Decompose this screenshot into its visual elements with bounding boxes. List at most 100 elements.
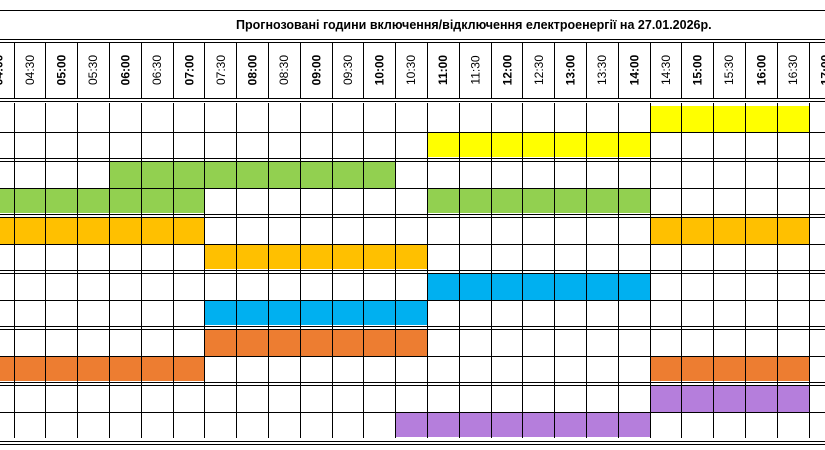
hour-column-line: [491, 103, 492, 438]
half-hour-column-line: [14, 103, 15, 438]
half-hour-column-line: [395, 103, 396, 438]
half-hour-column-line: [77, 103, 78, 438]
frame-bottom-line: [0, 441, 825, 442]
time-slot-text: 06:00: [118, 54, 133, 86]
time-slot-text: 13:00: [563, 54, 578, 86]
time-slot-text: 11:30: [468, 55, 483, 85]
time-slot-text: 10:00: [372, 54, 387, 86]
hour-column-line: [45, 103, 46, 438]
time-slot-text: 09:30: [340, 54, 355, 86]
header-column-line: [300, 42, 301, 98]
header-column-line: [459, 42, 460, 98]
time-slot-text: 08:00: [245, 54, 260, 86]
outage-cell: [427, 187, 650, 213]
frame-top-line: [0, 10, 825, 11]
group-separator-line: [0, 270, 825, 271]
half-hour-column-line: [459, 103, 460, 438]
hour-column-line: [554, 103, 555, 438]
time-slot-text: 15:30: [722, 54, 737, 86]
time-slot-label: 10:00: [364, 44, 396, 96]
group-separator-line: [0, 214, 825, 215]
time-slot-label: 06:30: [141, 44, 173, 96]
header-column-line: [14, 42, 15, 98]
time-slot-text: 04:30: [22, 54, 37, 86]
header-column-line: [522, 42, 523, 98]
header-column-line: [236, 42, 237, 98]
time-slot-label: 11:30: [459, 44, 491, 96]
header-column-line: [77, 42, 78, 98]
header-column-line: [332, 42, 333, 98]
header-bottom-double-line: [0, 101, 825, 102]
time-slot-label: 11:00: [427, 44, 459, 96]
hour-column-line: [427, 103, 428, 438]
group-separator-line: [0, 329, 825, 330]
time-slot-label: 15:30: [714, 44, 746, 96]
outage-cell: [650, 218, 809, 244]
header-column-line: [586, 42, 587, 98]
time-slot-text: 09:00: [309, 54, 324, 86]
header-column-line: [427, 42, 428, 98]
hour-column-line: [681, 103, 682, 438]
schedule-title-row: Прогнозовані години включення/відключенн…: [0, 13, 825, 37]
half-hour-column-line: [204, 103, 205, 438]
half-hour-column-line: [332, 103, 333, 438]
time-slot-text: 14:00: [627, 54, 642, 86]
time-slot-label: 09:00: [300, 44, 332, 96]
time-slot-text: 16:30: [786, 54, 801, 86]
header-column-line: [109, 42, 110, 98]
hour-column-line: [618, 103, 619, 438]
time-slot-text: 06:30: [150, 54, 165, 86]
time-slot-label: 16:00: [745, 44, 777, 96]
header-column-line: [141, 42, 142, 98]
time-slot-label: 14:00: [618, 44, 650, 96]
outage-cell: [0, 355, 205, 381]
header-column-line: [618, 42, 619, 98]
hour-column-line: [300, 103, 301, 438]
time-slot-text: 11:00: [436, 54, 451, 86]
outage-cell: [109, 162, 396, 188]
time-slot-label: 13:00: [555, 44, 587, 96]
header-column-line: [681, 42, 682, 98]
time-slot-label: 12:30: [523, 44, 555, 96]
time-slot-text: 13:30: [595, 54, 610, 86]
header-column-line: [745, 42, 746, 98]
outage-cell: [204, 243, 428, 269]
time-slot-label: 10:30: [396, 44, 428, 96]
time-slot-label: 04:30: [14, 44, 46, 96]
outage-cell: [0, 187, 205, 213]
group-separator-line: [0, 158, 825, 159]
header-top-line: [0, 42, 825, 43]
header-column-line: [809, 42, 810, 98]
time-slot-text: 16:00: [754, 54, 769, 86]
hour-column-line: [745, 103, 746, 438]
half-hour-column-line: [650, 103, 651, 438]
header-column-line: [204, 42, 205, 98]
half-hour-column-line: [713, 103, 714, 438]
time-slot-label: 09:30: [332, 44, 364, 96]
half-hour-column-line: [777, 103, 778, 438]
header-column-line: [363, 42, 364, 98]
half-hour-column-line: [141, 103, 142, 438]
group-separator-line: [0, 273, 825, 274]
row-separator-line: [0, 243, 825, 245]
group-separator-line: [0, 326, 825, 327]
time-slot-label: 15:00: [682, 44, 714, 96]
half-hour-column-line: [586, 103, 587, 438]
time-slot-label: 08:30: [268, 44, 300, 96]
time-slot-label: 08:00: [237, 44, 269, 96]
time-slot-text: 04:00: [0, 54, 6, 86]
header-bottom-line: [0, 98, 825, 99]
half-hour-column-line: [268, 103, 269, 438]
header-column-line: [491, 42, 492, 98]
hour-column-line: [236, 103, 237, 438]
hour-column-line: [363, 103, 364, 438]
time-slot-text: 10:30: [404, 54, 419, 86]
group-separator-line: [0, 217, 825, 218]
group-separator-line: [0, 382, 825, 383]
frame-bottom-double-line: [0, 444, 825, 445]
group-separator-line: [0, 385, 825, 386]
time-slot-text: 08:30: [277, 54, 292, 86]
outage-cell: [204, 330, 428, 356]
outage-cell: [0, 218, 205, 244]
